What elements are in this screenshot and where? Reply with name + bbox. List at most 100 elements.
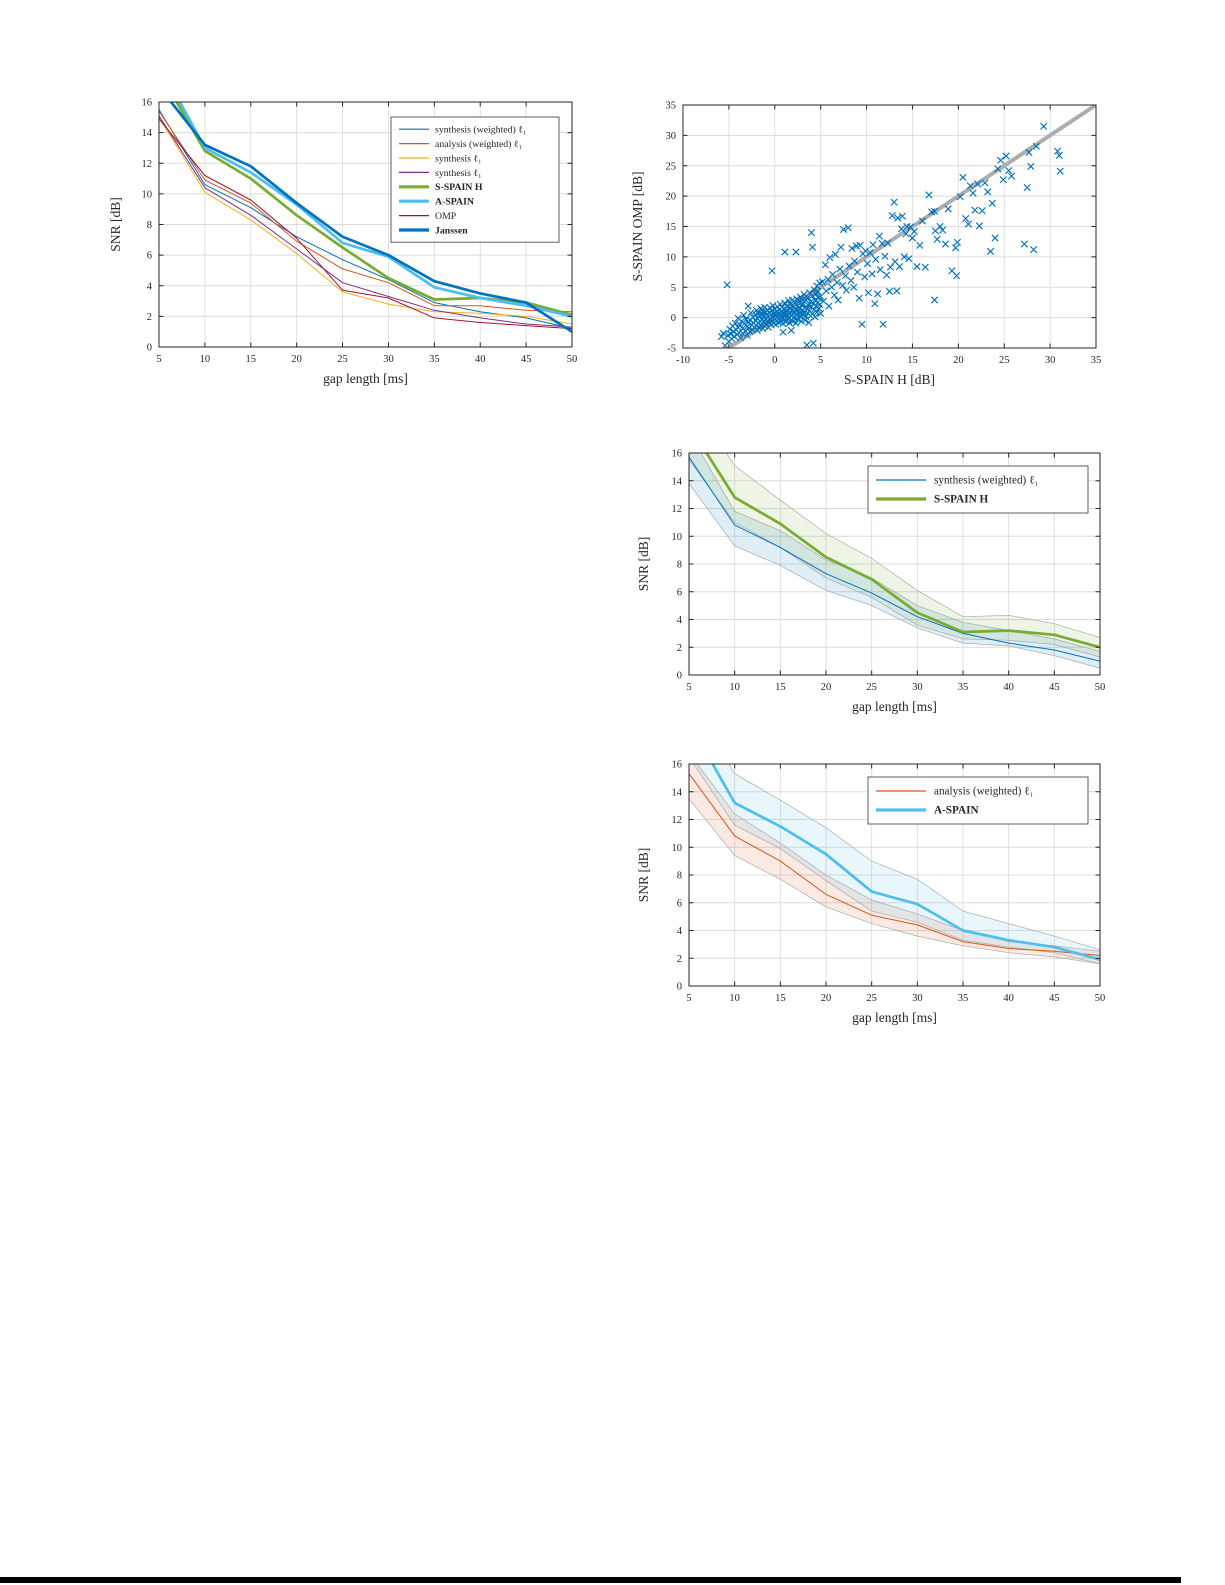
svg-text:15: 15 (775, 682, 786, 693)
s-spain-omp-vs-s-spain-h-svg: -10 -5 0 5 10 15 20 25 30 35-505101520253035S-SPA… (630, 101, 1102, 387)
svg-text:10: 10 (200, 354, 211, 365)
svg-text:15: 15 (246, 354, 257, 365)
svg-text:25: 25 (337, 354, 348, 365)
svg-text:0: 0 (677, 982, 682, 993)
band-lower-edge (689, 798, 1100, 965)
x-axis-label: gap length [ms] (852, 1010, 937, 1025)
axes-box (688, 452, 1101, 676)
y-axis-label: SNR [dB] (108, 197, 123, 251)
svg-text:10: 10 (861, 355, 872, 366)
svg-text:12: 12 (672, 815, 683, 826)
y-axis-label: S-SPAIN OMP [dB] (630, 171, 645, 281)
svg-text:25: 25 (866, 993, 877, 1004)
legend: analysis (weighted) ℓ₁ A-SPAIN (867, 776, 1089, 825)
svg-text:5: 5 (686, 993, 691, 1004)
svg-text:8: 8 (677, 871, 682, 882)
svg-text:-5: -5 (725, 355, 734, 366)
band-lower-edge (689, 459, 1100, 658)
svg-text:30: 30 (1045, 355, 1056, 366)
svg-text:-5: -5 (667, 344, 676, 355)
series-line (689, 773, 1100, 956)
legend-label: analysis (weighted) ℓ₁ (435, 139, 522, 150)
plot-area (689, 453, 1100, 669)
svg-text:4: 4 (677, 926, 683, 937)
svg-text:2: 2 (147, 312, 152, 323)
confidence-band (693, 764, 1100, 964)
svg-text:5: 5 (156, 354, 161, 365)
y-axis-label: SNR [dB] (636, 537, 651, 591)
legend-label: synthesis (weighted) ℓ₁ (934, 474, 1038, 486)
svg-text:16: 16 (142, 98, 153, 109)
svg-text:35: 35 (666, 101, 677, 112)
scatter-points (717, 122, 1064, 348)
x-axis-label: gap length [ms] (323, 371, 408, 386)
svg-text:20: 20 (821, 993, 832, 1004)
svg-text:12: 12 (142, 159, 153, 170)
svg-text:2: 2 (677, 954, 682, 965)
sspain-scatter-chart: -10 -5 0 5 10 15 20 25 30 35 -5 0 5 10 15 20 25 30 35 S-SPA… (628, 86, 1111, 399)
svg-text:45: 45 (521, 354, 532, 365)
plot-area (717, 105, 1096, 348)
series-line (159, 117, 572, 325)
svg-text:5: 5 (671, 283, 676, 294)
svg-text:14: 14 (142, 128, 153, 139)
svg-text:25: 25 (999, 355, 1010, 366)
band-lower-edge (689, 483, 1100, 669)
svg-text:10: 10 (666, 252, 677, 263)
confidence-band (689, 453, 1100, 669)
snr-vs-gap-all-methods-svg: 5 10 15 20 25 30 35 40 45 50 0 2 4 6 8 10 12 14 16 gap leng… (108, 98, 578, 386)
series-line (175, 102, 572, 317)
legend-label: synthesis ℓ₁ (435, 168, 481, 179)
svg-text:4: 4 (677, 615, 683, 626)
svg-text:50: 50 (1095, 993, 1106, 1004)
sspainh-band-chart: 5 10 15 20 25 30 35 40 45 50 0 2 4 6 8 10 12 14 16 gap leng… (634, 436, 1115, 728)
svg-text:40: 40 (1003, 682, 1014, 693)
series-line (704, 453, 1100, 649)
svg-text:50: 50 (1095, 682, 1106, 693)
tick-labels: 5 10 15 20 25 30 35 40 45 50 0 2 4 6 8 10 12 14 16 (672, 760, 1106, 1004)
axes-box (688, 763, 1101, 987)
svg-text:35: 35 (958, 993, 969, 1004)
svg-text:20: 20 (821, 682, 832, 693)
svg-text:25: 25 (866, 682, 877, 693)
series-line (711, 764, 1100, 961)
svg-text:30: 30 (912, 682, 923, 693)
svg-text:35: 35 (429, 354, 440, 365)
svg-text:10: 10 (142, 189, 153, 200)
legend-label: S-SPAIN H (435, 182, 483, 193)
svg-text:15: 15 (907, 355, 918, 366)
svg-text:6: 6 (147, 251, 152, 262)
svg-text:8: 8 (147, 220, 152, 231)
plot-area (159, 102, 572, 333)
svg-text:25: 25 (666, 161, 677, 172)
svg-text:6: 6 (677, 587, 682, 598)
svg-text:5: 5 (686, 682, 691, 693)
svg-text:4: 4 (147, 281, 153, 292)
svg-text:30: 30 (666, 131, 677, 142)
snr-all-methods-chart: 5 10 15 20 25 30 35 40 45 50 0 2 4 6 8 10 12 14 16 gap leng… (106, 85, 586, 397)
svg-text:16: 16 (672, 449, 683, 460)
svg-text:20: 20 (291, 354, 302, 365)
svg-text:10: 10 (672, 843, 683, 854)
svg-text:45: 45 (1049, 682, 1060, 693)
series-line (159, 110, 572, 313)
svg-text:10: 10 (672, 532, 683, 543)
svg-text:0: 0 (677, 671, 682, 682)
band-upper-edge (700, 453, 1100, 652)
snr-vs-gap-synthesis-vs-sspainh-svg: 5 10 15 20 25 30 35 40 45 50 0 2 4 6 8 10 12 14 16 gap leng… (636, 449, 1106, 714)
tick-labels: 5 10 15 20 25 30 35 40 45 50 0 2 4 6 8 10 12 14 16 (672, 449, 1106, 693)
svg-text:16: 16 (672, 760, 683, 771)
svg-text:10: 10 (729, 993, 740, 1004)
svg-text:20: 20 (953, 355, 964, 366)
svg-text:50: 50 (567, 354, 578, 365)
page-bottom-border (0, 1577, 1181, 1583)
series-line (159, 118, 572, 330)
svg-text:0: 0 (772, 355, 777, 366)
svg-text:30: 30 (383, 354, 394, 365)
series-line (178, 102, 572, 318)
legend-label: Janssen (435, 225, 468, 236)
svg-text:10: 10 (729, 682, 740, 693)
svg-text:0: 0 (671, 313, 676, 324)
